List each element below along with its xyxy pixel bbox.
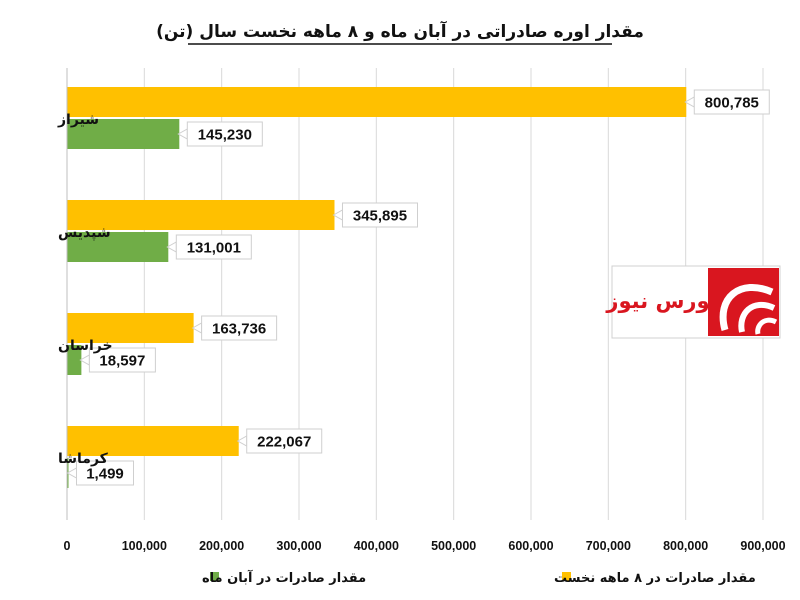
x-tick-label: 900,000 [740, 539, 785, 553]
x-tick-label: 700,000 [586, 539, 631, 553]
bar-aban [67, 345, 82, 375]
bars [67, 87, 687, 488]
data-label-box [186, 121, 263, 147]
data-label: 345,895 [353, 208, 407, 225]
legend-label: مقدار صادرات در ۸ ماهه نخست [554, 571, 756, 586]
x-tick-label: 400,000 [354, 539, 399, 553]
data-label-box [76, 460, 134, 486]
x-tick-label: 200,000 [199, 539, 244, 553]
bar-aban [67, 119, 180, 149]
logo-swoosh-1 [719, 284, 774, 331]
legend-swatch [210, 572, 219, 581]
category-label: شپدیس [58, 225, 111, 241]
bar-eight-month [67, 426, 239, 456]
logo-swoosh-2 [738, 302, 776, 333]
bar-aban [67, 232, 169, 262]
x-tick-label: 100,000 [122, 539, 167, 553]
bourse-news-logo: بورس نیوز [605, 265, 781, 339]
axes: 0 100,000 200,000 300,000 400,000 500,000 600,… [57, 68, 786, 553]
chart-title: مقدار اوره صادراتی در آبان ماه و ۸ ماهه … [156, 20, 644, 42]
data-label-box [341, 202, 418, 228]
x-tick-label: 0 [64, 539, 71, 553]
data-label-box [693, 89, 770, 115]
category-label: شیراز [57, 112, 99, 128]
x-tick-label: 300,000 [276, 539, 321, 553]
data-label-box [175, 234, 252, 260]
category-label: خراسان [58, 338, 113, 354]
logo-text: بورس نیوز [605, 289, 717, 313]
data-label: 222,067 [257, 434, 311, 451]
data-label-box [88, 347, 156, 373]
data-label: 18,597 [99, 353, 145, 370]
data-label: 800,785 [705, 95, 759, 112]
x-tick-label: 600,000 [508, 539, 553, 553]
bar-eight-month [67, 87, 687, 117]
data-label: 145,230 [198, 127, 252, 144]
data-labels: 800,785 345,895 163,736 222,067 145,230 131,0… [66, 89, 770, 486]
bar-eight-month [67, 200, 335, 230]
legend: مقدار صادرات در ۸ ماهه نخست مقدار صادرات … [202, 569, 756, 586]
x-tick-label: 500,000 [431, 539, 476, 553]
data-label-box [201, 315, 278, 341]
logo-swoosh-3 [755, 317, 778, 335]
category-label: کرماشا [58, 451, 109, 467]
legend-label: مقدار صادرات در آبان ماه [202, 569, 366, 586]
data-label: 163,736 [212, 321, 266, 338]
data-label: 131,001 [187, 240, 241, 257]
data-label: 1,499 [86, 466, 124, 483]
bar-eight-month [67, 313, 194, 343]
data-label-box [246, 428, 323, 454]
legend-swatch [562, 572, 571, 581]
x-tick-label: 800,000 [663, 539, 708, 553]
